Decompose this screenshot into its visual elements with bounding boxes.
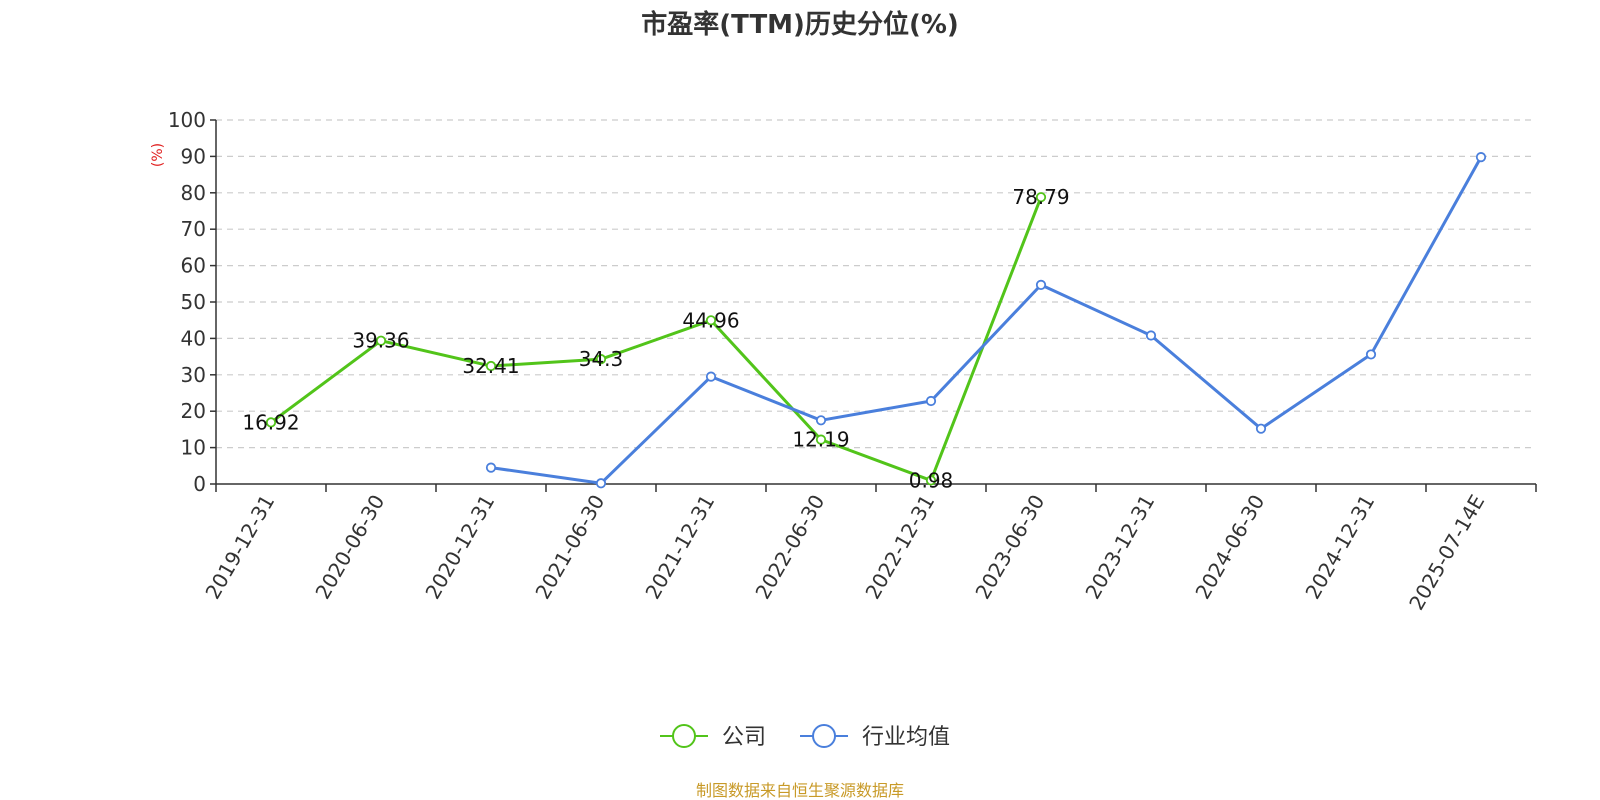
y-tick-label: 90 xyxy=(181,144,206,168)
series-2-point xyxy=(1365,349,1377,360)
legend-marker xyxy=(812,724,837,748)
data-label: 0.98 xyxy=(909,468,954,492)
data-label: 16.92 xyxy=(242,410,299,434)
y-tick-label: 40 xyxy=(181,326,206,350)
chart-title: 市盈率(TTM)历史分位(%) xyxy=(641,9,959,40)
series-1-point xyxy=(925,475,937,486)
x-tick-label: 2021-12-31 xyxy=(640,491,719,604)
x-tick-label: 2022-12-31 xyxy=(860,491,939,604)
x-tick-label: 2023-12-31 xyxy=(1080,491,1159,604)
data-label: 44.96 xyxy=(682,308,739,332)
series-1-point xyxy=(815,434,827,445)
series-1-point xyxy=(595,354,607,365)
y-tick-label: 100 xyxy=(168,108,206,132)
legend[interactable]: 公司 行业均值 xyxy=(660,724,950,750)
x-tick-label: 2020-06-30 xyxy=(310,491,389,604)
x-tick-label: 2024-06-30 xyxy=(1190,491,1269,604)
series-1-point xyxy=(485,360,497,372)
series-lines xyxy=(265,152,1487,489)
series-2-point xyxy=(485,462,497,473)
series-2-point xyxy=(1145,330,1157,341)
series-2-point xyxy=(1255,423,1267,434)
data-label: 32.41 xyxy=(462,354,519,378)
y-tick-label: 30 xyxy=(181,363,206,387)
legend-item-1[interactable]: 公司 xyxy=(660,724,766,750)
series-1-line xyxy=(270,196,1043,482)
y-tick-label: 50 xyxy=(181,290,206,314)
y-tick-label: 10 xyxy=(181,436,206,460)
legend-item-2[interactable]: 行业均值 xyxy=(800,724,950,750)
data-label: 12.19 xyxy=(792,428,849,452)
y-tick-label: 0 xyxy=(193,472,206,496)
data-label: 34.3 xyxy=(579,347,624,371)
series-1-point xyxy=(1035,192,1047,203)
series-2-point xyxy=(1475,152,1487,163)
data-labels: 16.92 39.36 32.41 34.3 44.96 12.19 0.98 78.79 xyxy=(242,185,1069,492)
y-tick-label: 20 xyxy=(181,399,206,423)
series-2-line xyxy=(490,156,1483,485)
legend-label: 行业均值 xyxy=(862,725,950,750)
data-label: 39.36 xyxy=(352,329,409,353)
x-tick-label: 2021-06-30 xyxy=(530,491,609,604)
series-2-point xyxy=(705,371,717,382)
x-tick-label: 2022-06-30 xyxy=(750,491,829,604)
series-2-point xyxy=(815,415,827,426)
y-tick-label: 80 xyxy=(181,181,206,205)
y-axis-label: (%) xyxy=(150,143,166,167)
legend-marker xyxy=(672,724,696,748)
gridlines xyxy=(216,119,1536,449)
series-1-point xyxy=(705,315,717,326)
x-tick-label: 2024-12-31 xyxy=(1300,491,1379,604)
x-tick-label: 2025-07-14E xyxy=(1404,491,1489,615)
y-tick-label: 60 xyxy=(181,254,206,278)
series-2-point xyxy=(925,395,937,407)
x-tick-label: 2019-12-31 xyxy=(200,491,279,604)
series-1-point xyxy=(375,335,387,346)
y-tick-label: 70 xyxy=(181,217,206,241)
x-tick-label: 2020-12-31 xyxy=(420,491,499,604)
series-2-point xyxy=(595,478,607,489)
series-1-point xyxy=(265,417,277,428)
data-label: 78.79 xyxy=(1012,185,1069,209)
axes: 0 10 20 30 40 50 60 70 80 90 100 2019-12-31 2020-06-… xyxy=(168,108,1537,615)
series-2-point xyxy=(1035,279,1047,290)
legend-label: 公司 xyxy=(722,725,766,750)
x-tick-label: 2023-06-30 xyxy=(970,491,1049,604)
source-note: 制图数据来自恒生聚源数据库 xyxy=(696,781,904,800)
